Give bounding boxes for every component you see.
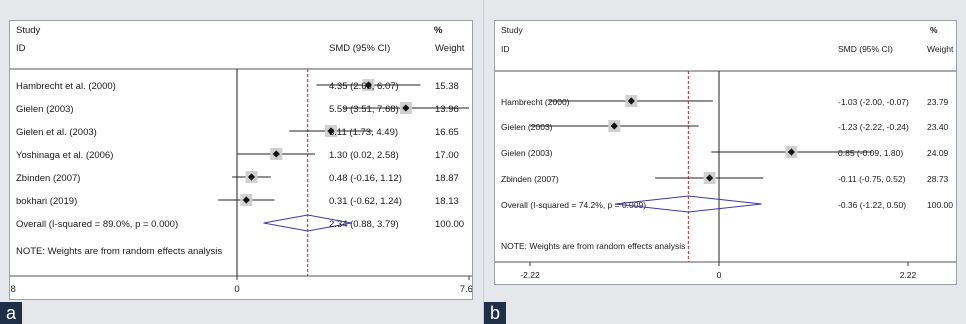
header-weight: Weight: [435, 43, 465, 54]
forest-plot-frame: Study ID% SMD (95% CI) Weight Hambrecht et a…: [0, 20, 478, 300]
study-label: Gielen (2003): [16, 104, 74, 115]
x-tick-label: 0: [234, 284, 239, 295]
study-weight: 24.09: [927, 148, 949, 158]
forest-plot-frame: Study ID% SMD (95% CI) Weight Hambrecht (200…: [494, 20, 957, 285]
x-tick-label: 7.68: [460, 284, 472, 295]
overall-smd-ci: 2.34 (0.88, 3.79): [329, 219, 399, 230]
forest-plot-b: Study ID% SMD (95% CI) Weight Hambrecht (200…: [495, 25, 956, 280]
study-weight: 23.79: [927, 97, 949, 107]
x-tick-label: 0: [717, 270, 722, 280]
study-weight: 15.38: [435, 81, 459, 92]
study-smd-ci: 1.30 (0.02, 2.58): [329, 150, 399, 161]
header-id: ID: [16, 43, 26, 54]
overall-diamond: [263, 214, 352, 232]
panel-label-b: b: [484, 302, 506, 324]
study-smd-ci: -1.23 (-2.22, -0.24): [838, 122, 909, 132]
x-tick-label: -2.22: [520, 270, 540, 280]
study-label: Zbinden (2007): [501, 174, 559, 184]
overall-weight: 100.00: [927, 200, 953, 210]
header-study: Study: [501, 25, 523, 35]
point-estimate-marker: [787, 148, 795, 156]
header-smd: SMD (95% CI): [838, 44, 893, 54]
study-weight: 23.40: [927, 122, 949, 132]
point-estimate-marker: [706, 174, 714, 182]
header-smd: SMD (95% CI): [329, 43, 390, 54]
study-weight: 28.73: [927, 174, 949, 184]
study-label: Gielen et al. (2003): [16, 127, 97, 138]
forest-panel-b: Study ID% SMD (95% CI) Weight Hambrecht (200…: [483, 0, 966, 324]
study-weight: 18.13: [435, 196, 459, 207]
study-weight: 18.87: [435, 173, 459, 184]
forest-plot-a: Study ID% SMD (95% CI) Weight Hambrecht et a…: [0, 25, 478, 295]
overall-label: Overall (I-squared = 89.0%, p = 0.000): [16, 219, 178, 230]
study-smd-ci: 0.85 (-0.09, 1.80): [838, 148, 903, 158]
study-smd-ci: 0.31 (-0.62, 1.24): [329, 196, 402, 207]
study-smd-ci: 4.35 (2.63, 6.07): [329, 81, 399, 92]
header-weight: Weight: [927, 44, 954, 54]
header-percent: %: [434, 25, 443, 36]
overall-diamond: [615, 195, 762, 213]
study-smd-ci: -0.11 (-0.75, 0.52): [838, 174, 906, 184]
study-label: Yoshinaga et al. (2006): [16, 150, 113, 161]
x-tick-label: -7.68: [10, 284, 16, 295]
overall-smd-ci: -0.36 (-1.22, 0.50): [838, 200, 906, 210]
x-tick-label: 2.22: [900, 270, 917, 280]
study-label: bokhari (2019): [16, 196, 77, 207]
study-smd-ci: 5.59 (3.51, 7.68): [329, 104, 399, 115]
study-smd-ci: -1.03 (-2.00, -0.07): [838, 97, 909, 107]
point-estimate-marker: [272, 150, 280, 158]
study-label: Gielen (2003): [501, 148, 553, 158]
study-weight: 17.00: [435, 150, 459, 161]
overall-label: Overall (I-squared = 74.2%, p = 0.009): [501, 200, 646, 210]
forest-panel-a: Study ID% SMD (95% CI) Weight Hambrecht et a…: [0, 0, 483, 324]
study-label: Hambrecht et al. (2000): [16, 81, 116, 92]
note-text: NOTE: Weights are from random effects an…: [501, 241, 685, 251]
study-weight: 16.65: [435, 127, 459, 138]
panel-label-a: a: [0, 302, 22, 324]
study-label: Gielen (2003): [501, 122, 553, 132]
point-estimate-marker: [402, 104, 410, 112]
study-smd-ci: 3.11 (1.73, 4.49): [329, 127, 398, 138]
header-study: Study: [16, 25, 41, 36]
header-percent: %: [930, 25, 938, 35]
overall-weight: 100.00: [435, 219, 464, 230]
point-estimate-marker: [242, 196, 250, 204]
header-id: ID: [501, 44, 510, 54]
point-estimate-marker: [364, 81, 373, 89]
note-text: NOTE: Weights are from random effects an…: [16, 246, 222, 257]
point-estimate-marker: [247, 173, 256, 181]
study-weight: 13.96: [435, 104, 459, 115]
study-label: Zbinden (2007): [16, 173, 80, 184]
study-smd-ci: 0.48 (-0.16, 1.12): [329, 173, 402, 184]
study-label: Hambrecht (2000): [501, 97, 570, 107]
